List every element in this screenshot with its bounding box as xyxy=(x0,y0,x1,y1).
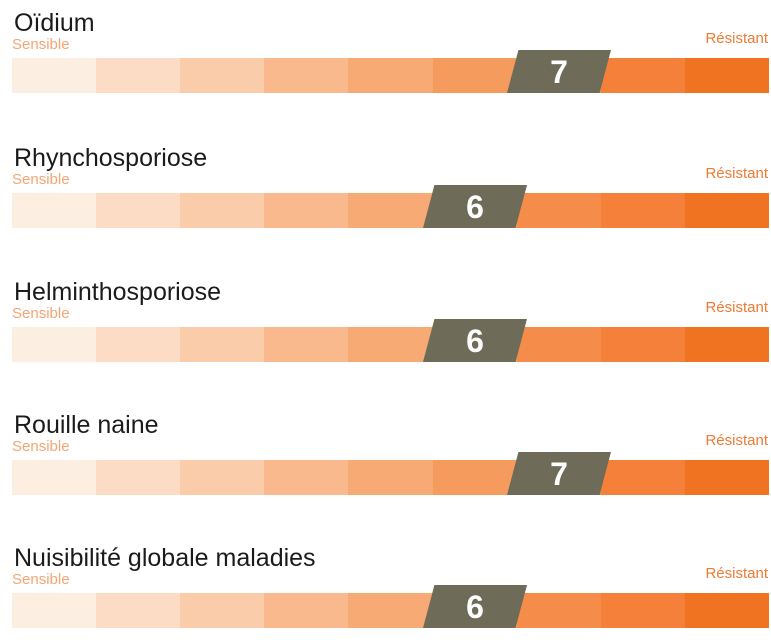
scale-segment xyxy=(684,193,769,228)
scale-segment xyxy=(96,593,181,628)
score-badge: 6 xyxy=(423,585,527,628)
scale-max-label: Résistant xyxy=(705,432,768,449)
scale-segment xyxy=(264,460,349,495)
scale-segment xyxy=(684,58,769,93)
scale-segment xyxy=(96,193,181,228)
scale-segment xyxy=(684,327,769,362)
scale-segment xyxy=(264,327,349,362)
scale-segment xyxy=(12,327,97,362)
scale-segment xyxy=(12,58,97,93)
scale-segment xyxy=(516,327,601,362)
scale-segment xyxy=(684,460,769,495)
rating-scale-bar xyxy=(12,193,769,228)
scale-segment xyxy=(264,593,349,628)
rating-title: Rhynchosporiose xyxy=(14,144,208,172)
scale-segment xyxy=(180,593,265,628)
scale-segment xyxy=(600,593,685,628)
scale-segment xyxy=(600,58,685,93)
score-badge: 7 xyxy=(507,50,611,93)
rating-scale-bar xyxy=(12,58,769,93)
rating-title: Rouille naine xyxy=(14,411,159,439)
scale-segment xyxy=(432,460,517,495)
scale-min-label: Sensible xyxy=(12,171,70,188)
scale-segment xyxy=(12,193,97,228)
scale-segment xyxy=(180,58,265,93)
scale-segment xyxy=(348,58,433,93)
scale-segment xyxy=(264,193,349,228)
scale-segment xyxy=(348,593,433,628)
scale-min-label: Sensible xyxy=(12,36,70,53)
rating-block-rhynchosporiose: Rhynchosporiose Sensible Résistant 6 xyxy=(0,143,771,243)
rating-title: Oïdium xyxy=(14,9,95,37)
scale-segment xyxy=(600,327,685,362)
scale-segment xyxy=(348,193,433,228)
scale-segment xyxy=(516,193,601,228)
scale-segment xyxy=(600,460,685,495)
rating-scale-bar xyxy=(12,593,769,628)
scale-segment xyxy=(180,327,265,362)
rating-scale-bar xyxy=(12,460,769,495)
scale-segment xyxy=(12,593,97,628)
scale-segment xyxy=(96,58,181,93)
scale-segment xyxy=(180,193,265,228)
scale-segment xyxy=(348,460,433,495)
score-badge: 6 xyxy=(423,185,527,228)
rating-scale-bar xyxy=(12,327,769,362)
rating-title: Nuisibilité globale maladies xyxy=(14,544,316,572)
scale-segment xyxy=(516,593,601,628)
scale-min-label: Sensible xyxy=(12,438,70,455)
scale-segment xyxy=(96,460,181,495)
scale-segment xyxy=(600,193,685,228)
rating-block-oidium: Oïdium Sensible Résistant 7 xyxy=(0,8,771,108)
rating-block-helminthosporiose: Helminthosporiose Sensible Résistant 6 xyxy=(0,277,771,377)
scale-max-label: Résistant xyxy=(705,165,768,182)
scale-segment xyxy=(12,460,97,495)
scale-segment xyxy=(684,593,769,628)
rating-title: Helminthosporiose xyxy=(14,278,222,306)
rating-block-rouille-naine: Rouille naine Sensible Résistant 7 xyxy=(0,410,771,510)
rating-block-nuisibilite-globale: Nuisibilité globale maladies Sensible Ré… xyxy=(0,543,771,643)
scale-segment xyxy=(180,460,265,495)
scale-segment xyxy=(264,58,349,93)
scale-max-label: Résistant xyxy=(705,299,768,316)
score-badge: 7 xyxy=(507,452,611,495)
scale-segment xyxy=(348,327,433,362)
scale-min-label: Sensible xyxy=(12,571,70,588)
score-badge: 6 xyxy=(423,319,527,362)
scale-max-label: Résistant xyxy=(705,30,768,47)
scale-segment xyxy=(432,58,517,93)
scale-segment xyxy=(96,327,181,362)
scale-min-label: Sensible xyxy=(12,305,70,322)
scale-max-label: Résistant xyxy=(705,565,768,582)
